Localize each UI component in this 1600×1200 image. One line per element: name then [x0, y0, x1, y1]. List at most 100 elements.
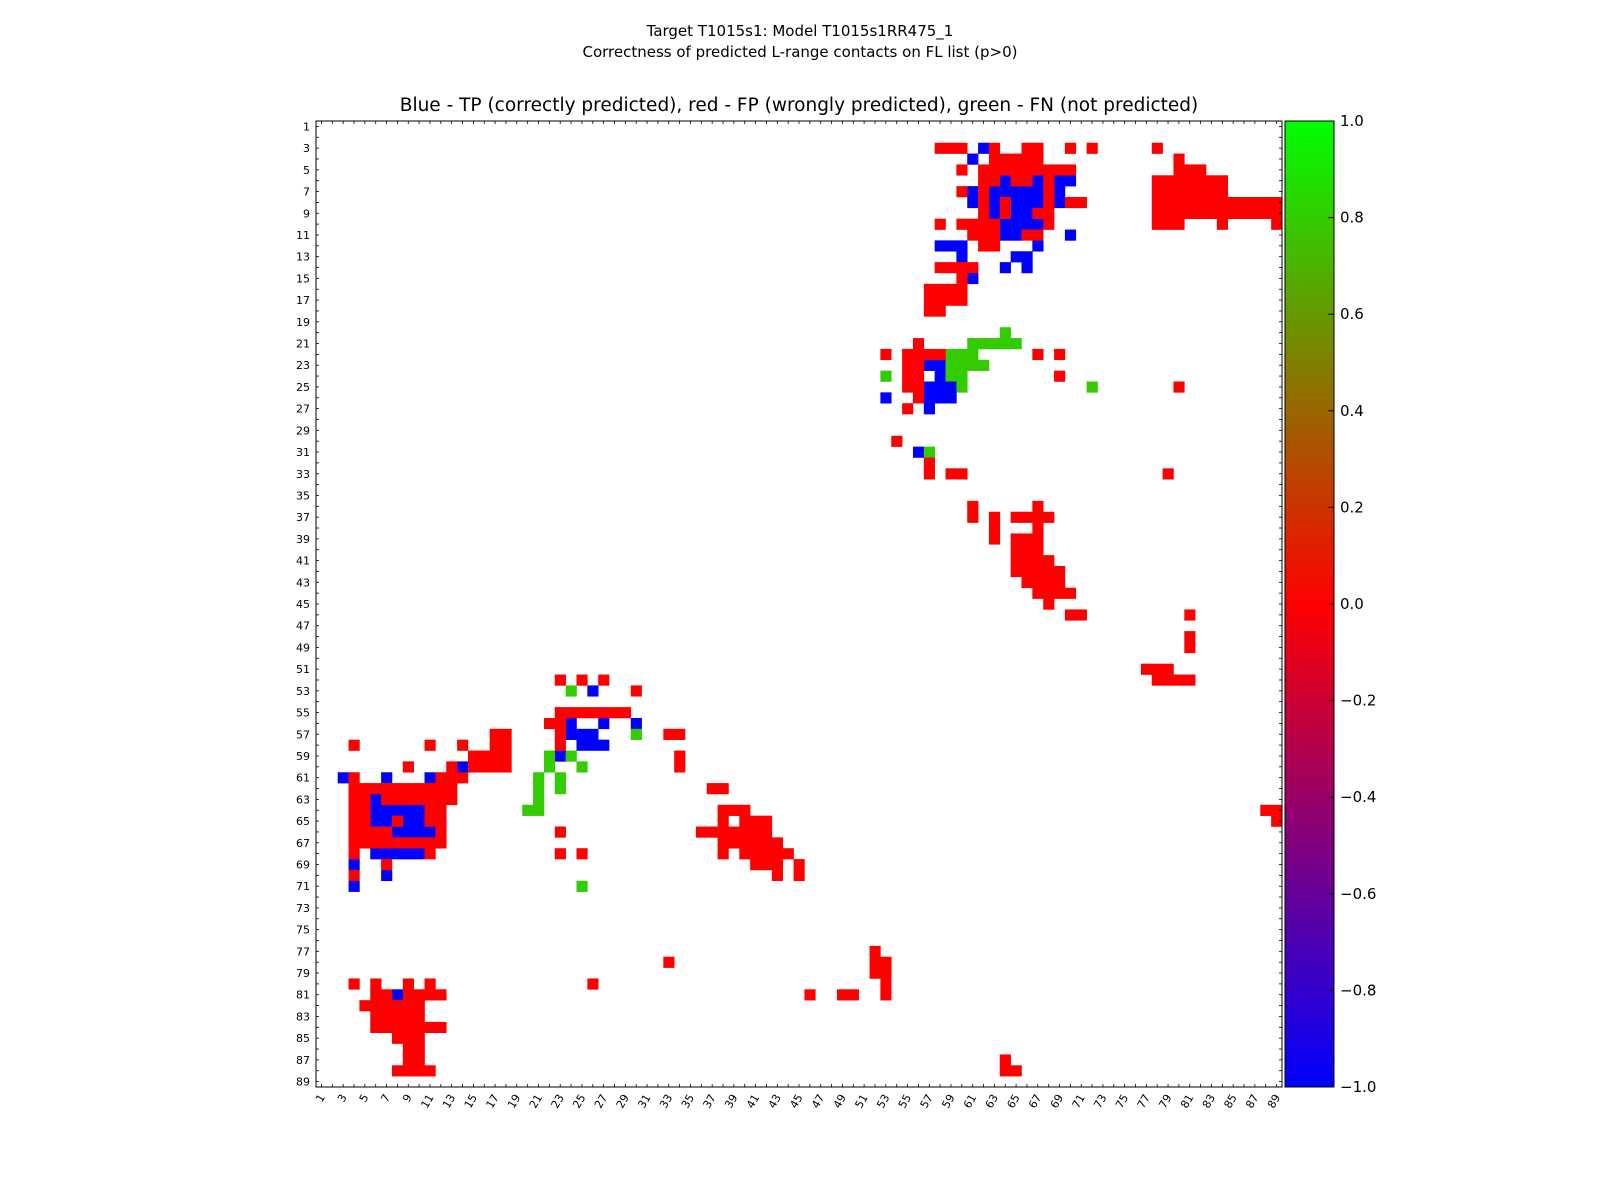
- y-tick-label: 39: [296, 533, 310, 546]
- fp-cell: [446, 761, 458, 773]
- tp-cell: [381, 804, 393, 816]
- fp-cell: [413, 989, 425, 1001]
- fp-cell: [1021, 566, 1033, 578]
- fp-cell: [424, 989, 436, 1001]
- tp-cell: [370, 848, 382, 860]
- fp-cell: [413, 1054, 425, 1066]
- y-tick-label: 43: [296, 576, 310, 589]
- fp-cell: [402, 1065, 414, 1077]
- y-tick-label: 49: [296, 641, 310, 654]
- fp-cell: [1162, 663, 1174, 675]
- tp-cell: [1032, 186, 1044, 198]
- fp-cell: [728, 826, 740, 838]
- fp-cell: [1032, 587, 1044, 599]
- fn-cell: [522, 804, 534, 816]
- fp-cell: [1184, 207, 1196, 219]
- fp-cell: [1260, 804, 1272, 816]
- y-tick-label: 31: [296, 446, 310, 459]
- fp-cell: [967, 511, 979, 523]
- fp-cell: [1021, 544, 1033, 556]
- fp-cell: [902, 381, 914, 393]
- heatmap-cells: [337, 142, 1283, 1077]
- fp-cell: [1021, 555, 1033, 567]
- colorbar-gradient: [1284, 120, 1335, 1088]
- y-tick-label: 61: [296, 772, 310, 785]
- y-tick-label: 77: [296, 945, 310, 958]
- fp-cell: [446, 783, 458, 795]
- fp-cell: [391, 837, 404, 849]
- tp-cell: [565, 717, 577, 730]
- fp-cell: [1151, 175, 1163, 187]
- tp-cell: [1021, 218, 1033, 230]
- fp-cell: [988, 240, 1001, 252]
- fp-cell: [1162, 186, 1174, 198]
- x-tick-label: 39: [722, 1092, 740, 1111]
- x-tick-label: 31: [635, 1092, 653, 1111]
- y-tick-label: 29: [296, 424, 310, 437]
- fp-cell: [1249, 196, 1261, 209]
- fp-cell: [1032, 164, 1044, 176]
- tp-cell: [1032, 240, 1044, 252]
- fp-cell: [1021, 229, 1033, 241]
- tp-cell: [391, 804, 404, 816]
- tp-cell: [934, 370, 946, 382]
- fp-cell: [1043, 175, 1055, 187]
- y-tick-label: 25: [296, 381, 310, 394]
- fn-cell: [576, 761, 588, 773]
- fp-cell: [1173, 164, 1185, 176]
- fp-cell: [587, 707, 599, 719]
- fp-cell: [1032, 555, 1044, 567]
- fp-cell: [988, 511, 1001, 523]
- fp-cell: [381, 793, 393, 806]
- tp-cell: [999, 262, 1011, 274]
- tp-cell: [1021, 251, 1033, 263]
- fp-cell: [1184, 674, 1196, 686]
- fp-cell: [988, 229, 1001, 241]
- y-tick-label: 41: [296, 555, 310, 568]
- x-tick-label: 83: [1200, 1092, 1218, 1111]
- fp-cell: [348, 826, 360, 838]
- tp-cell: [967, 153, 979, 165]
- fp-cell: [1216, 175, 1229, 187]
- fp-cell: [912, 359, 925, 371]
- fp-cell: [880, 967, 892, 979]
- fp-cell: [478, 761, 490, 773]
- fp-cell: [978, 175, 990, 187]
- tp-cell: [370, 804, 382, 816]
- fp-cell: [1010, 511, 1022, 523]
- fn-cell: [956, 359, 968, 371]
- fp-cell: [1173, 175, 1185, 187]
- fn-cell: [576, 880, 588, 892]
- x-tick-label: 33: [657, 1092, 675, 1111]
- tp-cell: [1054, 196, 1066, 209]
- fp-cell: [847, 989, 859, 1001]
- fp-cell: [1043, 576, 1055, 589]
- tp-cell: [988, 186, 1001, 198]
- fp-cell: [391, 793, 404, 806]
- tp-cell: [999, 175, 1011, 187]
- tp-cell: [381, 848, 393, 860]
- tp-cell: [1064, 229, 1077, 241]
- fp-cell: [836, 989, 849, 1001]
- fp-cell: [999, 1054, 1011, 1066]
- fn-cell: [554, 783, 566, 795]
- fp-cell: [956, 283, 968, 295]
- y-tick-label: 59: [296, 750, 310, 763]
- fn-cell: [533, 783, 545, 795]
- fp-cell: [1032, 153, 1044, 165]
- fp-cell: [956, 142, 968, 154]
- fp-cell: [912, 370, 925, 382]
- fp-cell: [435, 804, 447, 816]
- fp-cell: [1184, 175, 1196, 187]
- y-tick-label: 73: [296, 902, 310, 915]
- fn-cell: [945, 359, 957, 371]
- colorbar-tick-label: −0.6: [1340, 885, 1376, 903]
- y-tick-label: 17: [296, 294, 310, 307]
- x-tick-label: 81: [1178, 1092, 1196, 1111]
- tp-cell: [402, 815, 414, 827]
- fp-cell: [1216, 218, 1229, 230]
- fp-cell: [663, 956, 675, 968]
- fp-cell: [923, 305, 935, 317]
- fp-cell: [348, 815, 360, 827]
